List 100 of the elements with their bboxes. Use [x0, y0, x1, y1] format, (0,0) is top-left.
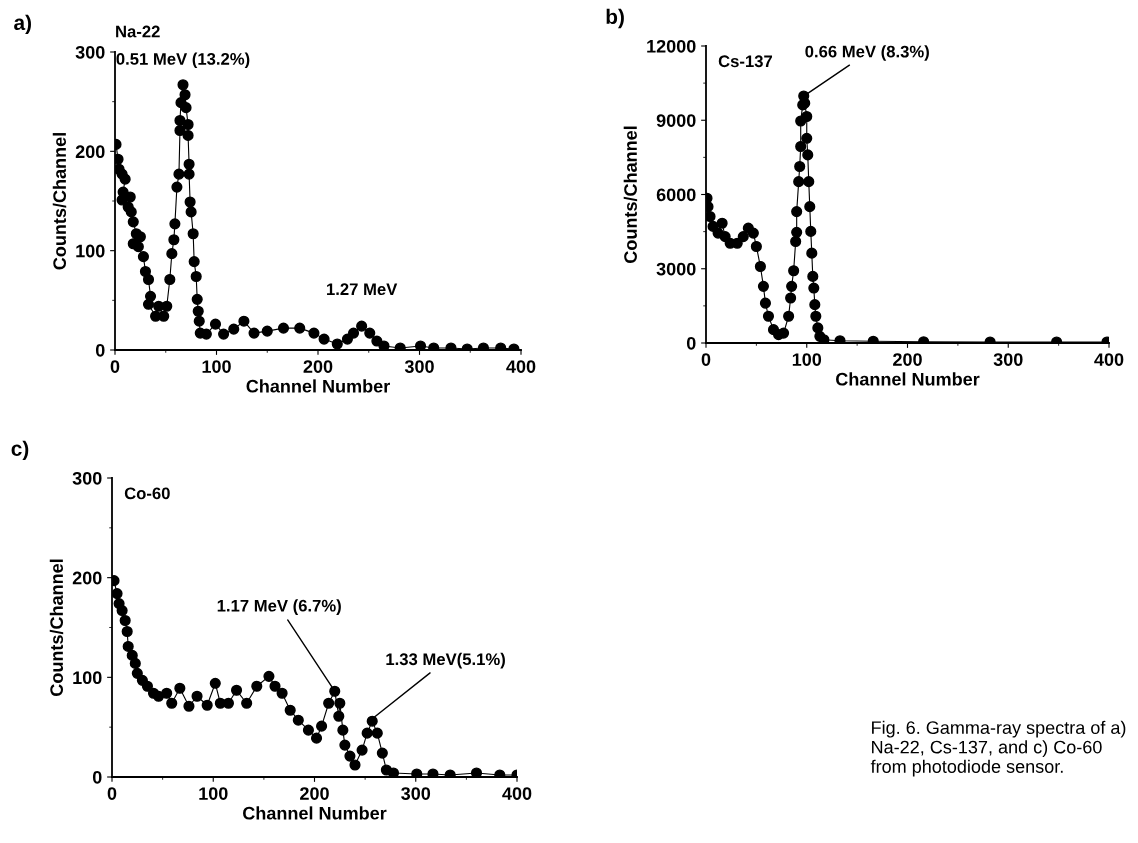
point: [161, 687, 173, 699]
chart-title: b): [606, 8, 624, 29]
x-tick-label: 100: [202, 360, 231, 373]
point: [166, 697, 178, 709]
point: [809, 299, 821, 311]
point: [191, 690, 203, 702]
point: [122, 640, 134, 652]
point: [786, 280, 798, 292]
point: [818, 334, 830, 343]
annotation: 1.27 MeV: [327, 283, 398, 296]
point: [808, 282, 820, 294]
annotation: Co-60: [124, 487, 170, 500]
annotation: 1.33 MeV(5.1%): [386, 652, 505, 669]
y-tick-label: 200: [75, 145, 105, 159]
point: [802, 149, 814, 161]
x-tick-label: 100: [792, 353, 822, 366]
point: [427, 768, 439, 777]
x-tick-label: 0: [107, 787, 117, 800]
point: [112, 588, 123, 600]
point: [791, 226, 803, 238]
y-tick-label: 0: [686, 336, 696, 350]
x-tick-label: 400: [1094, 353, 1124, 366]
y-axis-title: Counts/Channel: [52, 133, 67, 270]
point: [783, 310, 795, 322]
point: [337, 724, 349, 736]
point: [810, 310, 822, 322]
y-tick-label: 9000: [656, 114, 696, 127]
point: [411, 768, 423, 777]
point: [141, 680, 153, 692]
x-tick-label: 400: [502, 787, 532, 800]
annotation: 1.17 MeV (6.7%): [217, 599, 341, 615]
point: [263, 670, 275, 682]
point: [795, 140, 807, 153]
y-tick-label: 0: [92, 770, 102, 784]
point: [803, 176, 815, 188]
point: [116, 605, 128, 617]
text: Na-22: [116, 25, 160, 38]
point: [209, 677, 221, 689]
point: [706, 210, 716, 223]
point: [276, 687, 288, 699]
y-tick-label: 6000: [656, 188, 696, 202]
point: [804, 201, 816, 213]
x-tick-label: 300: [993, 353, 1023, 367]
x-tick-label: 200: [893, 353, 922, 366]
point: [356, 744, 368, 756]
chart-title: c): [11, 440, 29, 461]
x-tick-label: 300: [404, 360, 434, 374]
point: [251, 680, 263, 692]
point: [230, 684, 243, 696]
point: [174, 682, 186, 694]
y-axis-title: Counts/Channel: [49, 559, 64, 696]
x-axis-title: Channel Number: [243, 806, 387, 820]
point: [310, 732, 323, 744]
point: [794, 160, 806, 173]
y-tick-label: 3000: [656, 262, 696, 276]
point: [119, 614, 131, 627]
point: [747, 227, 759, 239]
point: [241, 697, 253, 709]
point: [349, 759, 361, 771]
annotation: Cs-137: [718, 55, 773, 68]
point: [344, 750, 356, 762]
point: [788, 265, 800, 277]
y-axis-title: Counts/Channel: [623, 126, 638, 263]
annotation: 0.66 MeV (8.3%): [805, 45, 929, 61]
point: [793, 176, 805, 188]
point: [750, 240, 762, 253]
y-tick-label: 300: [75, 45, 105, 59]
point: [371, 727, 383, 739]
x-tick-label: 400: [506, 360, 536, 373]
point: [269, 680, 281, 692]
y-tick-label: 100: [73, 671, 102, 685]
x-tick-label: 300: [401, 787, 431, 801]
point: [737, 231, 749, 243]
point: [376, 747, 388, 759]
point: [334, 697, 346, 709]
point: [716, 217, 728, 229]
point: [791, 206, 803, 218]
point: [762, 310, 775, 322]
point: [121, 625, 133, 638]
annotation: 0.51 MeV (13.2%): [116, 52, 250, 69]
x-tick-label: 0: [110, 360, 120, 373]
point: [801, 110, 813, 123]
x-tick-label: 200: [303, 360, 333, 373]
point: [387, 767, 400, 777]
point: [361, 727, 373, 739]
point: [201, 699, 213, 711]
x-tick-label: 200: [300, 787, 329, 800]
point: [806, 247, 818, 259]
x-axis-title: Channel Number: [836, 372, 980, 386]
y-tick-label: 200: [72, 571, 102, 585]
point: [790, 235, 802, 248]
point: [778, 327, 790, 339]
point: [757, 280, 769, 292]
point: [316, 720, 328, 732]
y-tick-label: 0: [95, 343, 105, 357]
caption: Fig. 6. Gamma-ray spectra of a) Na-22, Cs-137, and c) Co-60 from photodiode sensor.: [870, 720, 1126, 777]
point: [754, 260, 766, 273]
y-tick-label: 12000: [647, 39, 696, 53]
point: [284, 704, 296, 716]
point: [302, 724, 314, 736]
